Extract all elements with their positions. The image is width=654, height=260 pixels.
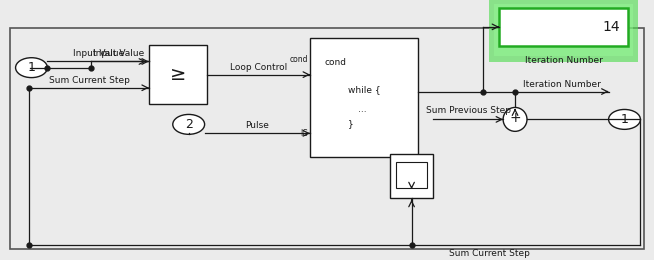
Text: while {: while { (348, 86, 381, 95)
Text: 1: 1 (621, 113, 628, 126)
Circle shape (503, 107, 527, 131)
Ellipse shape (16, 58, 47, 77)
Bar (390, 154, 434, 198)
Text: cond: cond (324, 58, 346, 67)
Text: Loop Control: Loop Control (230, 63, 287, 72)
Text: Sum Current Step: Sum Current Step (49, 76, 129, 85)
Bar (499, 8, 628, 46)
Text: Iteration Number: Iteration Number (525, 56, 603, 65)
Text: ...: ... (358, 106, 366, 114)
Bar (310, 38, 417, 157)
Text: 1: 1 (27, 61, 35, 74)
Text: Sum Current Step: Sum Current Step (449, 249, 530, 258)
Text: 14: 14 (603, 20, 621, 34)
Bar (494, 4, 634, 56)
Bar (10, 28, 644, 249)
Text: IC: IC (301, 129, 308, 138)
Text: ≥: ≥ (169, 65, 186, 84)
Text: 2: 2 (185, 118, 193, 131)
Text: +: + (509, 111, 521, 125)
Bar (396, 162, 428, 188)
Text: Iteration Number: Iteration Number (523, 80, 601, 89)
Text: cond: cond (290, 55, 308, 64)
Ellipse shape (609, 109, 640, 129)
Bar (489, 0, 638, 62)
Text: Pulse: Pulse (245, 121, 269, 130)
Text: Input Value: Input Value (94, 49, 145, 57)
Text: Sum Previous Step: Sum Previous Step (426, 106, 511, 115)
Bar (149, 45, 207, 105)
Text: Input Value: Input Value (73, 49, 124, 57)
Ellipse shape (173, 114, 205, 134)
Text: }: } (348, 119, 354, 128)
